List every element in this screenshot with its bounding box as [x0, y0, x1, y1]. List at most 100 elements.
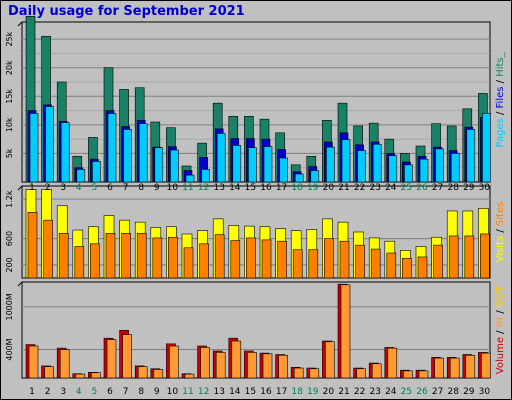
visits-sites-bar-sites-24: [386, 252, 397, 279]
day-label-25-bottom: 25: [401, 387, 412, 397]
visits-sites-bar-sites-2: [43, 219, 53, 279]
day-label-28-top: 28: [447, 183, 459, 193]
volume-in-out-panel: 400M 1000M Volume / IN / OUT: [5, 281, 506, 379]
visits-sites-legend-item: Sites: [495, 202, 506, 226]
day-label-21-bottom: 21: [338, 387, 349, 397]
hits-files-pages-bar-pages-23: [372, 143, 382, 183]
day-label-26-top: 26: [416, 183, 428, 193]
day-label-2-bottom: 2: [45, 387, 51, 397]
hits-files-pages-y-tick-label: 5k: [5, 148, 14, 158]
visits-sites-plot-area: [21, 185, 491, 279]
volume-in-out-bar-in-28: [449, 357, 460, 379]
volume-in-out-bar-in-17: [278, 354, 288, 379]
day-label-27-top: 27: [432, 183, 443, 193]
day-label-17-bottom: 17: [276, 387, 287, 397]
hits-files-pages-bar-pages-27: [435, 148, 444, 183]
hits-files-pages-bar-pages-13: [216, 133, 226, 183]
day-label-8-bottom: 8: [138, 387, 144, 397]
volume-in-out-bar-in-21: [340, 284, 351, 379]
visits-sites-bar-sites-30: [480, 233, 490, 279]
visits-sites-bar-sites-19: [308, 249, 319, 279]
visits-sites-bar-sites-26: [417, 256, 428, 279]
day-label-1-top: 1: [29, 183, 35, 193]
hits-files-pages-legend-item: Files: [495, 87, 506, 109]
hits-files-pages-bar-pages-16: [263, 146, 273, 183]
day-label-9-bottom: 9: [154, 387, 160, 397]
day-label-12-bottom: 12: [198, 387, 209, 397]
day-label-24-bottom: 24: [385, 387, 397, 397]
day-label-18-bottom: 18: [291, 387, 303, 397]
visits-sites-bar-sites-21: [339, 240, 350, 279]
volume-in-out-bar-in-5: [91, 372, 101, 379]
volume-in-out-legend-item: /: [495, 307, 506, 317]
volume-in-out-bar-in-6: [106, 339, 117, 379]
day-label-8-top: 8: [138, 183, 144, 193]
day-label-11-bottom: 11: [182, 387, 193, 397]
hits-files-pages-bar-pages-10: [170, 149, 179, 183]
day-label-29-bottom: 29: [463, 387, 475, 397]
visits-sites-y-tick-label: 1.2k: [5, 190, 14, 208]
volume-in-out-legend-item: IN: [495, 317, 506, 327]
volume-in-out-bar-in-30: [481, 352, 491, 379]
day-label-19-bottom: 19: [307, 387, 319, 397]
hits-files-pages-bar-pages-11: [185, 174, 195, 183]
visits-sites-bar-sites-18: [292, 249, 303, 279]
day-label-10-top: 10: [167, 183, 179, 193]
volume-in-out-bar-in-13: [215, 352, 226, 379]
hits-files-pages-bar-pages-21: [341, 139, 351, 183]
visits-sites-bar-sites-3: [58, 233, 69, 279]
volume-in-out-legend-item: Volume: [495, 337, 506, 374]
volume-in-out-y-tick-label: 1000M: [5, 293, 14, 320]
day-label-25-top: 25: [401, 183, 412, 193]
day-label-15-top: 15: [245, 183, 256, 193]
hits-files-pages-bar-pages-4: [76, 169, 86, 183]
day-label-14-bottom: 14: [229, 387, 241, 397]
day-label-27-bottom: 27: [432, 387, 443, 397]
volume-in-out-bar-in-9: [153, 369, 164, 379]
visits-sites-bar-sites-22: [355, 244, 365, 279]
hits-files-pages-bar-pages-1: [29, 113, 39, 183]
day-label-4-bottom: 4: [76, 387, 82, 397]
visits-sites-bar-sites-6: [105, 233, 116, 279]
day-label-30-bottom: 30: [479, 387, 491, 397]
day-label-28-bottom: 28: [447, 387, 459, 397]
volume-in-out-bar-in-3: [59, 349, 70, 379]
hits-files-pages-bar-pages-30: [482, 113, 491, 183]
visits-sites-bar-sites-8: [136, 233, 147, 279]
volume-in-out-edge: [17, 281, 23, 287]
day-label-22-top: 22: [354, 183, 365, 193]
day-label-13-bottom: 13: [213, 387, 224, 397]
visits-sites-bar-sites-17: [277, 240, 287, 279]
visits-sites-edge: [17, 185, 23, 191]
hits-files-pages-bar-pages-9: [154, 147, 164, 183]
visits-sites-bar-sites-27: [433, 244, 443, 279]
visits-sites-bar-sites-5: [90, 243, 100, 279]
day-label-16-top: 16: [260, 183, 272, 193]
visits-sites-bar-sites-20: [324, 238, 334, 279]
hits-files-pages-bar-pages-12: [201, 169, 210, 183]
hits-files-pages-panel: 5k 10k 15k 20k 25k Pages / Files / Hits_: [5, 15, 506, 183]
day-label-5-bottom: 5: [92, 387, 98, 397]
volume-in-out-bar-in-22: [356, 368, 366, 379]
day-label-7-bottom: 7: [123, 387, 129, 397]
day-label-3-top: 3: [60, 183, 66, 193]
day-label-10-bottom: 10: [167, 387, 179, 397]
volume-in-out-bar-in-2: [44, 366, 54, 379]
hits-files-pages-bar-pages-20: [326, 146, 335, 183]
hits-files-pages-bar-pages-25: [404, 164, 413, 183]
volume-in-out-bar-in-16: [262, 353, 273, 379]
volume-in-out-bar-in-29: [465, 354, 476, 379]
hits-files-pages-bar-pages-29: [466, 129, 476, 183]
visits-sites-bar-sites-10: [168, 236, 178, 279]
day-label-12-top: 12: [198, 183, 209, 193]
day-label-11-top: 11: [182, 183, 193, 193]
hits-files-pages-legend: Pages / Files / Hits_: [495, 51, 506, 147]
visits-sites-bar-sites-11: [183, 247, 194, 279]
hits-files-pages-bar-pages-26: [419, 158, 429, 183]
day-label-4-top: 4: [76, 183, 82, 193]
visits-sites-bar-sites-13: [214, 234, 225, 279]
day-label-23-top: 23: [369, 183, 380, 193]
day-label-6-top: 6: [107, 183, 113, 193]
volume-in-out-y-tick-label: 400M: [5, 338, 14, 360]
hits-files-pages-bar-pages-18: [294, 173, 304, 183]
